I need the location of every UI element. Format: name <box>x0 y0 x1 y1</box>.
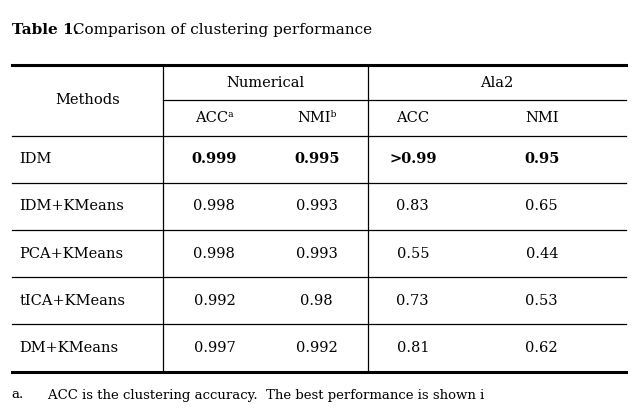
Text: NMI: NMI <box>525 111 559 125</box>
Text: a.: a. <box>12 388 24 402</box>
Text: IDM: IDM <box>19 152 52 166</box>
Text: 0.995: 0.995 <box>294 152 340 166</box>
Text: 0.65: 0.65 <box>525 200 558 213</box>
Text: 0.55: 0.55 <box>397 247 429 261</box>
Text: 0.83: 0.83 <box>396 200 429 213</box>
Text: Table 1.: Table 1. <box>12 23 79 37</box>
Text: Numerical: Numerical <box>227 76 305 90</box>
Text: Methods: Methods <box>55 93 120 108</box>
Text: 0.98: 0.98 <box>301 294 333 308</box>
Text: 0.993: 0.993 <box>296 200 338 213</box>
Text: 0.998: 0.998 <box>193 200 236 213</box>
Text: tICA+KMeans: tICA+KMeans <box>19 294 125 308</box>
Text: ACC is the clustering accuracy.  The best performance is shown i: ACC is the clustering accuracy. The best… <box>31 388 484 402</box>
Text: ACCᵃ: ACCᵃ <box>195 111 234 125</box>
Text: IDM+KMeans: IDM+KMeans <box>19 200 124 213</box>
Text: 0.998: 0.998 <box>193 247 236 261</box>
Text: PCA+KMeans: PCA+KMeans <box>19 247 124 261</box>
Text: 0.73: 0.73 <box>397 294 429 308</box>
Text: DM+KMeans: DM+KMeans <box>19 341 118 355</box>
Text: >0.99: >0.99 <box>389 152 436 166</box>
Text: 0.53: 0.53 <box>525 294 558 308</box>
Text: 0.44: 0.44 <box>525 247 558 261</box>
Text: 0.81: 0.81 <box>397 341 429 355</box>
Text: 0.999: 0.999 <box>192 152 237 166</box>
Text: 0.62: 0.62 <box>525 341 558 355</box>
Text: 0.997: 0.997 <box>193 341 236 355</box>
Text: 0.992: 0.992 <box>296 341 338 355</box>
Text: NMIᵇ: NMIᵇ <box>297 111 337 125</box>
Text: 0.993: 0.993 <box>296 247 338 261</box>
Text: 0.992: 0.992 <box>193 294 236 308</box>
Text: ACC: ACC <box>396 111 429 125</box>
Text: Comparison of clustering performance: Comparison of clustering performance <box>68 23 372 37</box>
Text: Ala2: Ala2 <box>481 76 513 90</box>
Text: 0.95: 0.95 <box>524 152 559 166</box>
